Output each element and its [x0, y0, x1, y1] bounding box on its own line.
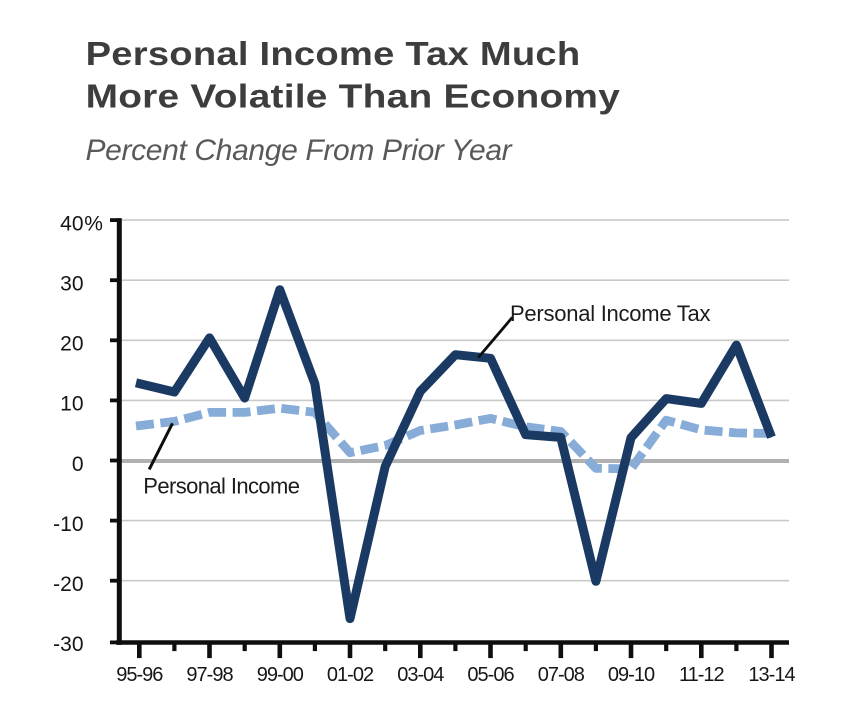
- svg-text:99-00: 99-00: [257, 664, 304, 686]
- svg-text:Personal Income Tax Much: Personal Income Tax Much: [86, 35, 581, 72]
- svg-text:01-02: 01-02: [327, 664, 374, 686]
- svg-text:09-10: 09-10: [608, 664, 655, 686]
- svg-text:07-08: 07-08: [538, 664, 585, 686]
- svg-text:%: %: [84, 212, 103, 235]
- svg-text:Percent Change From Prior Year: Percent Change From Prior Year: [86, 134, 513, 167]
- svg-text:Personal Income: Personal Income: [143, 474, 299, 499]
- svg-text:-20: -20: [53, 573, 83, 596]
- svg-text:40: 40: [60, 212, 83, 235]
- svg-text:97-98: 97-98: [186, 664, 233, 686]
- svg-text:Personal Income Tax: Personal Income Tax: [510, 301, 711, 326]
- svg-text:95-96: 95-96: [116, 664, 163, 686]
- svg-text:20: 20: [60, 333, 83, 356]
- svg-text:0: 0: [72, 453, 84, 476]
- svg-text:13-14: 13-14: [748, 664, 795, 686]
- svg-text:-10: -10: [53, 513, 83, 536]
- svg-text:11-12: 11-12: [679, 664, 725, 686]
- svg-text:-30: -30: [53, 633, 83, 656]
- svg-text:More Volatile Than Economy: More Volatile Than Economy: [86, 77, 620, 115]
- svg-text:03-04: 03-04: [397, 664, 444, 686]
- svg-text:30: 30: [60, 273, 83, 296]
- svg-text:10: 10: [60, 393, 83, 416]
- svg-text:05-06: 05-06: [467, 664, 514, 686]
